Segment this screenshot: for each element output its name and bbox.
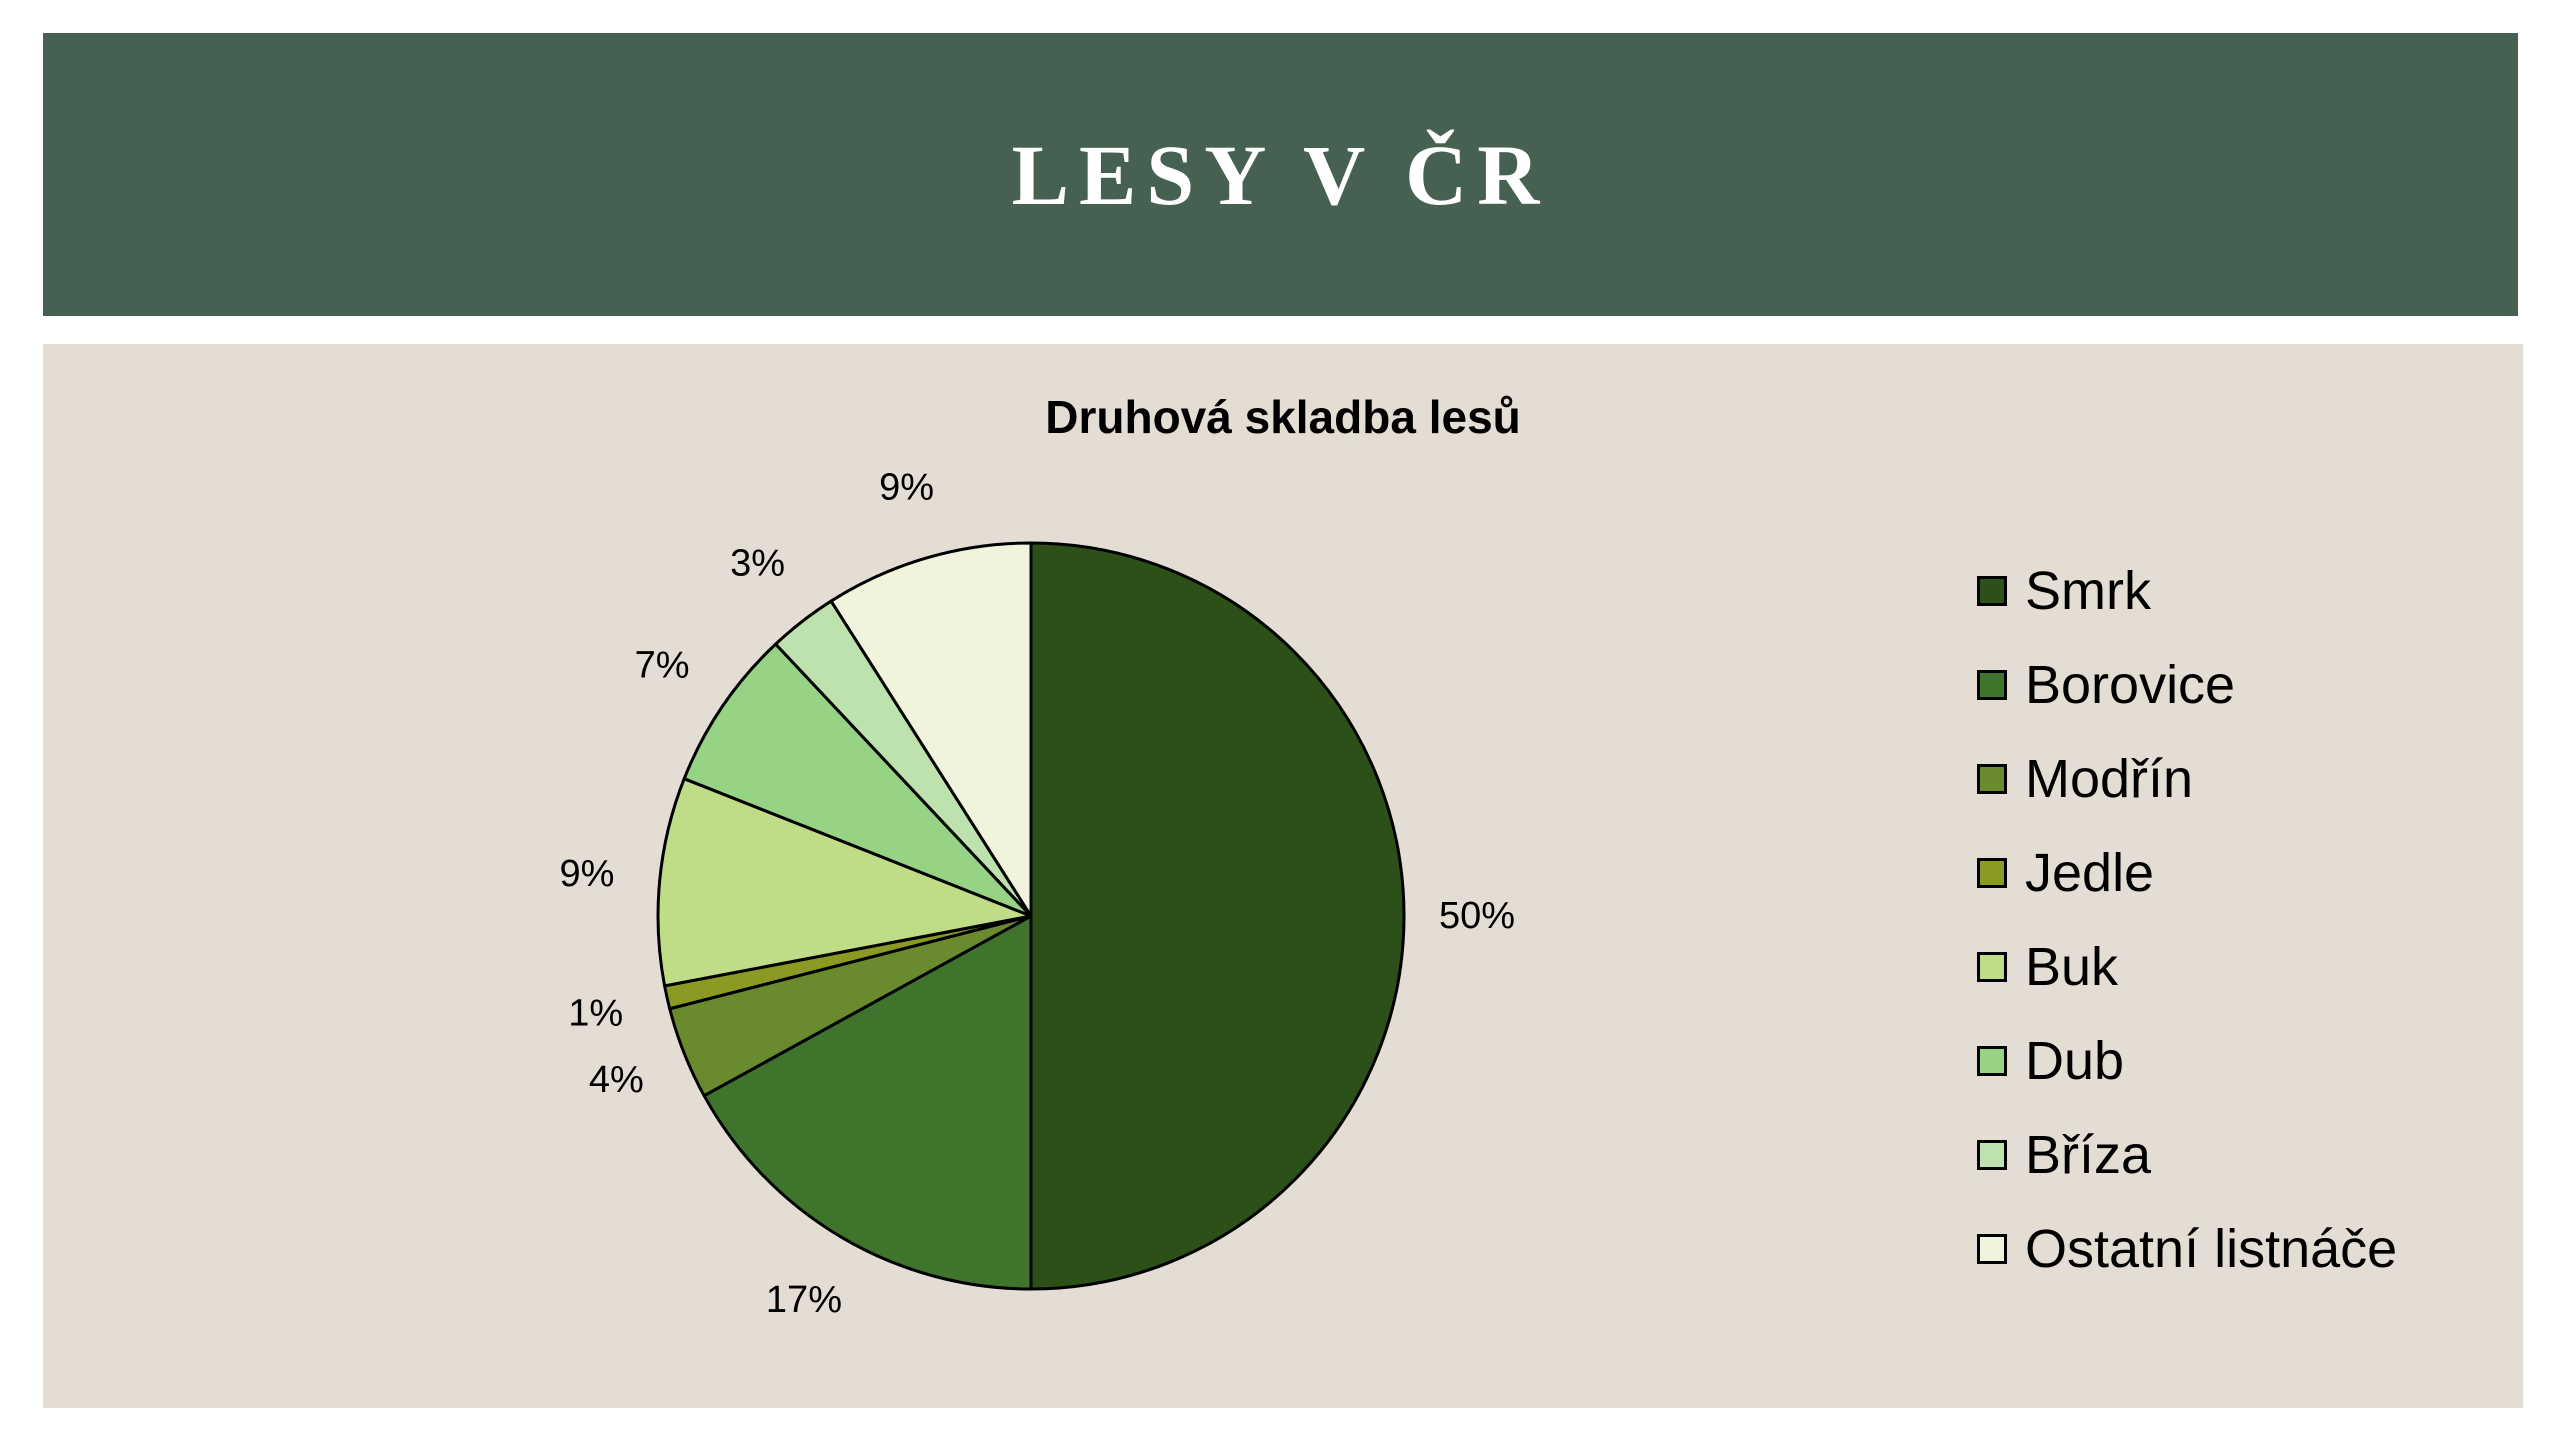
legend-item-7: Ostatní listnáče [1977,1202,2397,1296]
legend-swatch [1977,1046,2007,1076]
data-label-5: 7% [635,644,690,686]
chart-legend: Smrk Borovice Modřín Jedle Buk Dub Bříza Ostatn… [1977,544,2397,1296]
pie-slice-7 [829,541,1033,918]
legend-item-5: Dub [1977,1014,2397,1108]
data-label-1: 17% [766,1279,842,1321]
data-label-2: 4% [589,1059,644,1101]
legend-label: Modřín [2025,749,2194,809]
pie-slice-4 [656,777,1033,988]
chart-title: Druhová skladba lesů [1045,391,1521,443]
legend-item-6: Bříza [1977,1108,2397,1202]
data-label-3: 1% [568,992,623,1034]
legend-label: Buk [2025,937,2119,997]
legend-swatch [1977,576,2007,606]
legend-label: Jedle [2025,843,2155,903]
legend-item-3: Jedle [1977,826,2397,920]
legend-label: Dub [2025,1031,2125,1091]
legend-item-4: Buk [1977,920,2397,1014]
legend-swatch [1977,1140,2007,1170]
chart-panel: Druhová skladba lesů 50% 17% 4% 1% 9% 7% 3% 9% … [43,344,2523,1408]
page-title: LESY V ČR [1011,126,1550,223]
legend-label: Smrk [2025,561,2151,621]
data-label-0: 50% [1439,895,1515,937]
pie-slice-5 [682,642,1033,918]
pie-slice-1 [702,914,1033,1291]
legend-item-2: Modřín [1977,732,2397,826]
legend-label: Borovice [2025,655,2236,715]
legend-label: Bříza [2025,1125,2152,1185]
data-label-7: 9% [879,467,934,509]
legend-item-1: Borovice [1977,638,2397,732]
pie-slice-0 [1029,541,1406,1291]
legend-swatch [1977,952,2007,982]
data-label-4: 9% [560,853,615,895]
legend-swatch [1977,764,2007,794]
legend-swatch [1977,670,2007,700]
legend-swatch [1977,1234,2007,1264]
legend-swatch [1977,858,2007,888]
pie-chart: 50% 17% 4% 1% 9% 7% 3% 9% [560,467,1516,1321]
legend-item-0: Smrk [1977,544,2397,638]
legend-label: Ostatní listnáče [2025,1219,2398,1279]
header-banner: LESY V ČR [43,33,2518,316]
data-label-6: 3% [730,543,785,585]
